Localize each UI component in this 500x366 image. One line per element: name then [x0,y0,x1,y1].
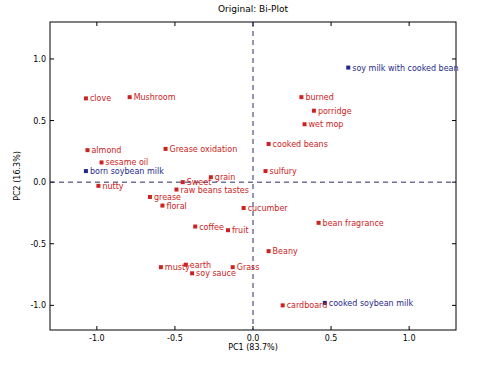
point [84,169,88,173]
point-label: soy milk with cooked bean [352,64,458,73]
point [181,180,185,184]
point-label: born soybean milk [90,167,164,176]
x-tick [331,326,332,330]
point [242,206,246,210]
point-label: porridge [318,107,352,116]
point-label: soy sauce [196,269,236,278]
point [267,249,271,253]
y-tick [452,243,456,244]
point-label: Grease oxidation [170,145,238,154]
points [84,66,350,308]
title: Original: Bi-Plot [218,4,288,14]
point [312,109,316,113]
y-tick-label: 0.0 [33,178,46,187]
y-axis-label: PC2 (16.3%) [13,151,22,201]
point-label: cooked soybean milk [329,299,414,308]
point-label: almond [91,146,121,155]
point [164,147,168,151]
point-label: coffee [199,223,224,232]
x-tick [174,22,175,26]
point-label: musty [165,263,190,272]
x-tick [96,22,97,26]
y-tick-label: -1.0 [30,301,46,310]
x-tick-label: 0.5 [325,334,338,343]
y-tick-label: -0.5 [30,240,46,249]
point [159,265,163,269]
point-label: nutty [102,182,123,191]
point-label: Beany [273,247,298,256]
point [160,204,164,208]
y-tick [50,120,54,121]
point [193,225,197,229]
x-tick [174,326,175,330]
point-label: bean fragrance [323,219,384,228]
point [299,95,303,99]
chart: Original: Bi-Plot -1.0 -0.5 0.0 0.5 1.0 -1.0 -0… [0,0,500,366]
point-labels: cloveMushroomalmondsesame oilnuttyGrease… [90,64,459,311]
point-label: raw beans tastes [180,186,248,195]
x-tick-label: 0.0 [247,334,260,343]
point [267,142,271,146]
point [96,184,100,188]
point-label: fruit [232,226,249,235]
point-label: earth [190,261,211,270]
point [190,271,194,275]
point [317,221,321,225]
point-label: Grass [237,263,260,272]
point-label: cooked beans [273,140,328,149]
point [85,148,89,152]
point [346,66,350,70]
point-label: grain [215,173,236,182]
point [84,96,88,100]
x-tick-label: 1.0 [403,334,416,343]
point [263,169,267,173]
point-label: Mushroom [134,93,176,102]
point-label: wet mop [309,120,344,129]
y-tick [452,305,456,306]
point-label: clove [90,94,111,103]
point-label: burned [305,93,333,102]
y-tick-label: 0.5 [33,117,46,126]
point [100,160,104,164]
point [226,228,230,232]
point [281,303,285,307]
point [128,95,132,99]
x-tick-label: -0.5 [167,334,183,343]
point-label: sulfury [269,167,297,176]
point [303,122,307,126]
y-tick-label: 1.0 [33,55,46,64]
x-tick-label: -1.0 [89,334,105,343]
y-tick [50,243,54,244]
y-tick [452,120,456,121]
y-tick [50,58,54,59]
y-tick [50,305,54,306]
x-tick [331,22,332,26]
point-label: cardboard [287,301,328,310]
x-tick [409,326,410,330]
point [148,195,152,199]
x-tick [409,22,410,26]
x-tick [96,326,97,330]
point [174,188,178,192]
point-label: cucumber [248,204,289,213]
point-label: floral [166,202,186,211]
x-axis-label: PC1 (83.7%) [228,343,278,352]
y-tick [452,58,456,59]
zero-line-x [253,22,254,330]
